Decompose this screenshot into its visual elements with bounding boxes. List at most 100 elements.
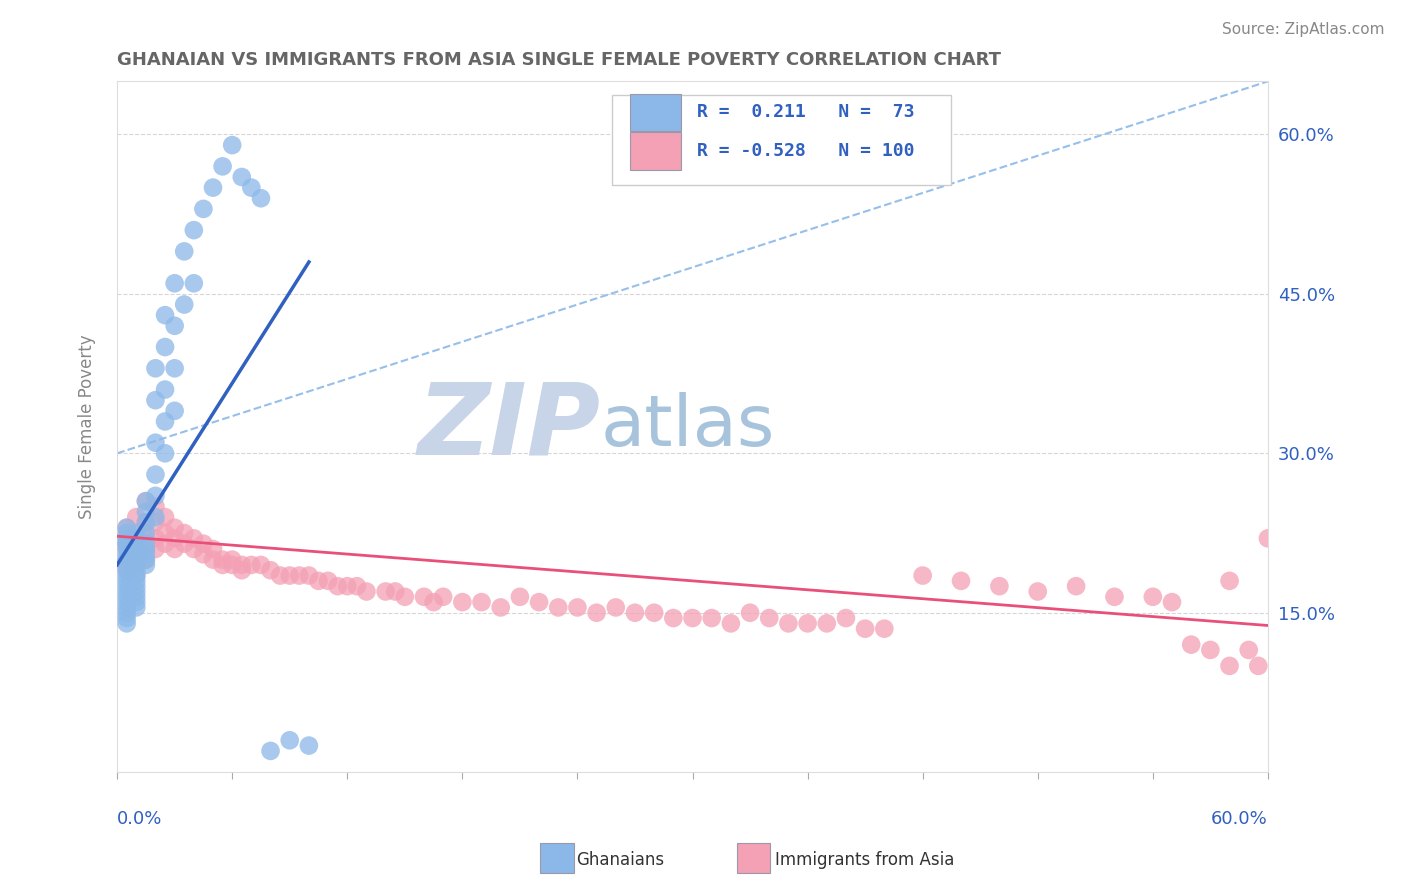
Point — [115, 574, 138, 588]
Point — [115, 521, 138, 535]
Point — [605, 600, 627, 615]
Point — [145, 489, 167, 503]
Point — [115, 590, 138, 604]
Point — [145, 532, 167, 546]
Point — [115, 532, 138, 546]
Point — [326, 579, 349, 593]
Point — [145, 393, 167, 408]
Point — [115, 536, 138, 550]
Point — [125, 547, 148, 561]
Point — [1219, 659, 1241, 673]
Text: 0.0%: 0.0% — [117, 810, 163, 828]
Point — [145, 541, 167, 556]
Point — [135, 541, 157, 556]
Point — [115, 558, 138, 572]
Point — [153, 308, 176, 322]
Point — [135, 536, 157, 550]
Point — [125, 541, 148, 556]
Point — [145, 516, 167, 530]
Point — [336, 579, 359, 593]
Point — [250, 191, 273, 205]
Point — [153, 510, 176, 524]
Point — [231, 169, 253, 184]
Point — [125, 532, 148, 546]
Point — [1142, 590, 1164, 604]
Point — [125, 563, 148, 577]
Point — [163, 404, 186, 418]
Point — [183, 541, 205, 556]
Point — [115, 532, 138, 546]
Point — [145, 467, 167, 482]
Point — [135, 552, 157, 566]
Point — [316, 574, 339, 588]
Point — [432, 590, 454, 604]
Point — [125, 536, 148, 550]
Point — [231, 558, 253, 572]
Point — [163, 277, 186, 291]
Point — [394, 590, 416, 604]
Point — [298, 568, 321, 582]
Point — [201, 541, 224, 556]
Point — [384, 584, 406, 599]
Point — [115, 547, 138, 561]
Point — [211, 552, 233, 566]
Text: Source: ZipAtlas.com: Source: ZipAtlas.com — [1222, 22, 1385, 37]
Point — [988, 579, 1011, 593]
Point — [738, 606, 761, 620]
Point — [193, 202, 215, 216]
Point — [700, 611, 723, 625]
Point — [125, 595, 148, 609]
Point — [163, 532, 186, 546]
Point — [1026, 584, 1049, 599]
Point — [163, 361, 186, 376]
Point — [115, 541, 138, 556]
Point — [125, 552, 148, 566]
Point — [288, 568, 311, 582]
Point — [240, 558, 263, 572]
Point — [125, 547, 148, 561]
Point — [1199, 643, 1222, 657]
Text: R =  0.211   N =  73: R = 0.211 N = 73 — [697, 103, 915, 121]
Point — [298, 739, 321, 753]
FancyBboxPatch shape — [630, 94, 681, 131]
Point — [115, 521, 138, 535]
Point — [356, 584, 378, 599]
Point — [1064, 579, 1087, 593]
Point — [211, 160, 233, 174]
Point — [145, 500, 167, 514]
Point — [1161, 595, 1184, 609]
Point — [115, 552, 138, 566]
Point — [125, 568, 148, 582]
Text: GHANAIAN VS IMMIGRANTS FROM ASIA SINGLE FEMALE POVERTY CORRELATION CHART: GHANAIAN VS IMMIGRANTS FROM ASIA SINGLE … — [117, 51, 1001, 69]
Point — [1257, 532, 1279, 546]
Point — [221, 558, 243, 572]
Point — [221, 552, 243, 566]
Point — [778, 616, 800, 631]
Point — [115, 584, 138, 599]
Point — [346, 579, 368, 593]
Point — [125, 536, 148, 550]
Point — [125, 590, 148, 604]
Point — [135, 541, 157, 556]
Point — [163, 318, 186, 333]
Point — [153, 446, 176, 460]
Point — [135, 558, 157, 572]
Point — [125, 552, 148, 566]
Point — [873, 622, 896, 636]
Point — [193, 547, 215, 561]
Point — [173, 526, 195, 541]
Point — [115, 579, 138, 593]
Point — [758, 611, 780, 625]
Point — [135, 526, 157, 541]
Point — [451, 595, 474, 609]
Point — [374, 584, 396, 599]
Point — [115, 595, 138, 609]
Point — [259, 744, 281, 758]
Point — [720, 616, 742, 631]
Point — [240, 180, 263, 194]
Point — [183, 223, 205, 237]
Point — [173, 297, 195, 311]
Point — [153, 536, 176, 550]
Text: 60.0%: 60.0% — [1211, 810, 1268, 828]
Point — [183, 532, 205, 546]
